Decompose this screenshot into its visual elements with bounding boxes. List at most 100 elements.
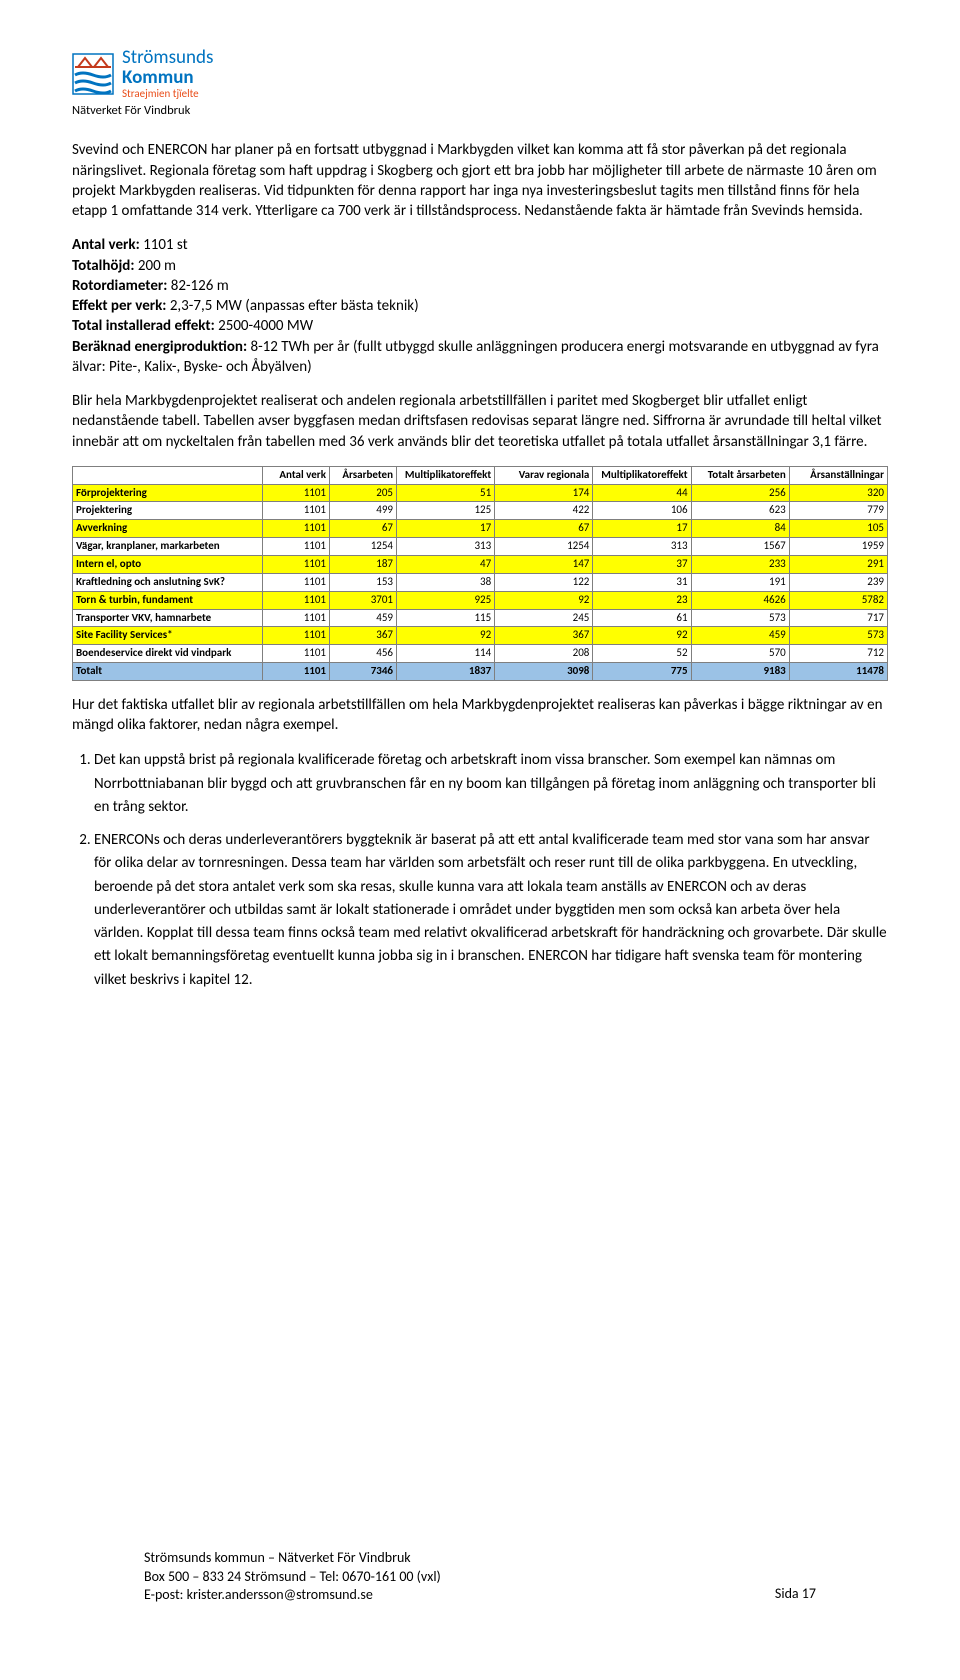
table-row-label: Vägar, kranplaner, markarbeten (73, 538, 263, 556)
table-row: Site Facility Services*11013679236792459… (73, 627, 888, 645)
table-cell: 38 (397, 573, 495, 591)
table-header-cell (73, 466, 263, 484)
page-footer: Strömsunds kommun – Nätverket För Vindbr… (144, 1549, 816, 1604)
spec-value: 82-126 m (167, 277, 228, 295)
table-cell: 105 (789, 520, 887, 538)
footer-line-1: Strömsunds kommun – Nätverket För Vindbr… (144, 1549, 441, 1567)
table-header-cell: Varav regionala (495, 466, 593, 484)
table-row: Torn & turbin, fundament1101370192592234… (73, 591, 888, 609)
table-cell: 61 (593, 609, 691, 627)
spec-label: Rotordiameter: (72, 277, 167, 295)
table-cell: 1567 (691, 538, 789, 556)
table-cell: 23 (593, 591, 691, 609)
table-cell: 125 (397, 502, 495, 520)
table-cell: 153 (330, 573, 397, 591)
table-header-cell: Totalt årsarbeten (691, 466, 789, 484)
table-row: Projektering1101499125422106623779 (73, 502, 888, 520)
page-number: Sida 17 (775, 1585, 816, 1604)
table-header-cell: Antal verk (263, 466, 330, 484)
table-cell: 925 (397, 591, 495, 609)
table-cell: 1101 (263, 538, 330, 556)
table-row-label: Kraftledning och anslutning SvK? (73, 573, 263, 591)
spec-value: 200 m (134, 257, 176, 275)
table-cell: 712 (789, 645, 887, 663)
table-row: Kraftledning och anslutning SvK?11011533… (73, 573, 888, 591)
table-cell: 17 (397, 520, 495, 538)
table-cell: 92 (397, 627, 495, 645)
table-cell: 84 (691, 520, 789, 538)
table-row-label: Avverkning (73, 520, 263, 538)
table-cell: 47 (397, 556, 495, 574)
table-cell: 92 (593, 627, 691, 645)
paragraph-1: Svevind och ENERCON har planer på en for… (72, 140, 888, 221)
table-cell: 208 (495, 645, 593, 663)
spec-line: Effekt per verk: 2,3-7,5 MW (anpassas ef… (72, 296, 888, 316)
table-cell: 11478 (789, 663, 887, 681)
table-cell: 147 (495, 556, 593, 574)
table-row: Förprojektering11012055117444256320 (73, 484, 888, 502)
table-cell: 1101 (263, 591, 330, 609)
table-cell: 1101 (263, 502, 330, 520)
spec-label: Antal verk: (72, 236, 140, 254)
table-row-label: Projektering (73, 502, 263, 520)
table-cell: 367 (495, 627, 593, 645)
table-cell: 320 (789, 484, 887, 502)
spec-line: Rotordiameter: 82-126 m (72, 276, 888, 296)
table-cell: 1101 (263, 627, 330, 645)
table-cell: 456 (330, 645, 397, 663)
page-header: Strömsunds Kommun Straejmien tjïelte (72, 48, 888, 99)
table-cell: 31 (593, 573, 691, 591)
table-cell: 1101 (263, 520, 330, 538)
table-cell: 239 (789, 573, 887, 591)
header-subtitle: Nätverket För Vindbruk (72, 103, 888, 120)
table-cell: 92 (495, 591, 593, 609)
table-row-label: Transporter VKV, hamnarbete (73, 609, 263, 627)
footer-line-2: Box 500 – 833 24 Strömsund – Tel: 0670-1… (144, 1568, 441, 1586)
spec-value: 2500-4000 MW (215, 317, 313, 335)
table-cell: 1254 (495, 538, 593, 556)
paragraph-2: Blir hela Markbygdenprojektet realiserat… (72, 391, 888, 452)
logo-line-2: Kommun (122, 68, 213, 88)
paragraph-3: Hur det faktiska utfallet blir av region… (72, 695, 888, 736)
data-table: Antal verkÅrsarbetenMultiplikatoreffektV… (72, 466, 888, 681)
table-row-label: Totalt (73, 663, 263, 681)
spec-value: 1101 st (140, 236, 188, 254)
logo-text: Strömsunds Kommun Straejmien tjïelte (122, 48, 213, 99)
list-item: Det kan uppstå brist på regionala kvalif… (94, 749, 888, 819)
table-cell: 422 (495, 502, 593, 520)
table-row-label: Intern el, opto (73, 556, 263, 574)
table-cell: 115 (397, 609, 495, 627)
table-row: Transporter VKV, hamnarbete1101459115245… (73, 609, 888, 627)
spec-value: 2,3-7,5 MW (anpassas efter bästa teknik) (166, 297, 418, 315)
table-cell: 1101 (263, 609, 330, 627)
spec-label: Total installerad effekt: (72, 317, 215, 335)
spec-line: Total installerad effekt: 2500-4000 MW (72, 316, 888, 336)
table-row-label: Site Facility Services* (73, 627, 263, 645)
table-cell: 122 (495, 573, 593, 591)
table-cell: 9183 (691, 663, 789, 681)
table-header-cell: Årsarbeten (330, 466, 397, 484)
spec-label: Effekt per verk: (72, 297, 166, 315)
spec-label: Totalhöjd: (72, 257, 134, 275)
table-cell: 37 (593, 556, 691, 574)
table-cell: 67 (330, 520, 397, 538)
table-cell: 1101 (263, 484, 330, 502)
table-cell: 4626 (691, 591, 789, 609)
table-header-cell: Multiplikatoreffekt (397, 466, 495, 484)
table-row: Avverkning11016717671784105 (73, 520, 888, 538)
footer-line-3: E-post: krister.andersson@stromsund.se (144, 1586, 441, 1604)
table-cell: 459 (330, 609, 397, 627)
table-cell: 67 (495, 520, 593, 538)
table-cell: 233 (691, 556, 789, 574)
table-cell: 717 (789, 609, 887, 627)
table-cell: 5782 (789, 591, 887, 609)
table-cell: 3098 (495, 663, 593, 681)
table-cell: 205 (330, 484, 397, 502)
table-cell: 191 (691, 573, 789, 591)
table-cell: 313 (397, 538, 495, 556)
table-row-label: Förprojektering (73, 484, 263, 502)
table-row-label: Boendeservice direkt vid vindpark (73, 645, 263, 663)
table-row: Vägar, kranplaner, markarbeten1101 125431… (73, 538, 888, 556)
logo-icon (72, 53, 114, 95)
table-cell: 1101 (263, 556, 330, 574)
